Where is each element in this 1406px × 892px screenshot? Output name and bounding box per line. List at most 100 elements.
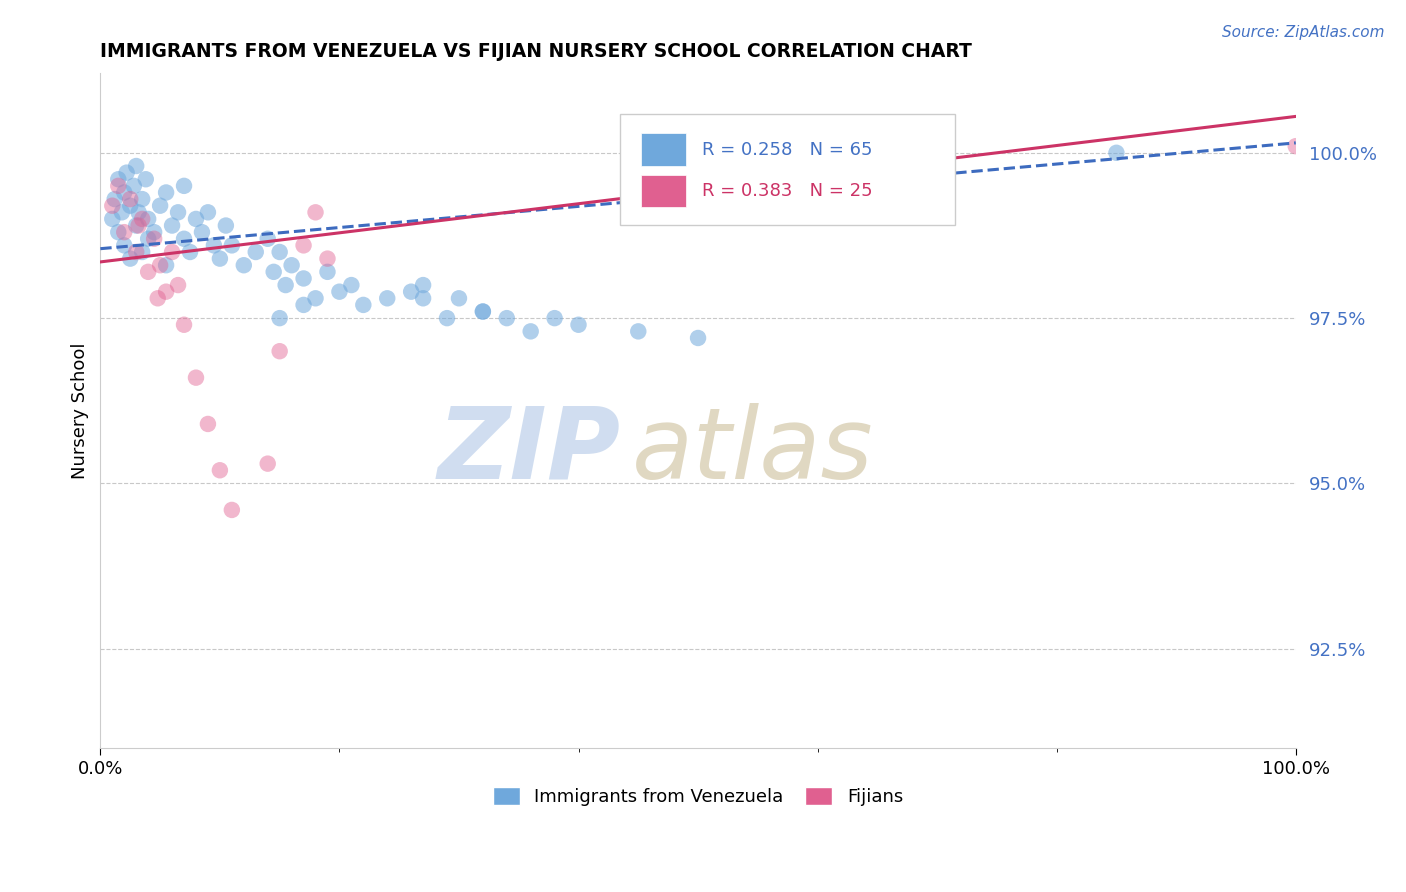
Point [173, 232, 195, 246]
Point [471, 304, 494, 318]
Point [128, 205, 150, 219]
Point [567, 318, 589, 332]
Point [112, 225, 135, 239]
Text: Source: ZipAtlas.com: Source: ZipAtlas.com [1222, 25, 1385, 40]
Point [131, 192, 153, 206]
Point [316, 252, 339, 266]
Text: R = 0.258   N = 65: R = 0.258 N = 65 [702, 141, 872, 159]
Point [115, 166, 138, 180]
Text: IMMIGRANTS FROM VENEZUELA VS FIJIAN NURSERY SCHOOL CORRELATION CHART: IMMIGRANTS FROM VENEZUELA VS FIJIAN NURS… [100, 42, 972, 61]
Point [197, 417, 219, 431]
Point [215, 219, 238, 233]
Point [135, 172, 157, 186]
Point [173, 178, 195, 193]
Point [101, 199, 124, 213]
Point [107, 172, 129, 186]
Point [155, 285, 177, 299]
Point [155, 258, 177, 272]
Point [101, 211, 124, 226]
FancyBboxPatch shape [620, 114, 955, 225]
Point [107, 225, 129, 239]
Point [149, 258, 172, 272]
Point [125, 245, 148, 260]
Point [107, 178, 129, 193]
Point [412, 278, 434, 293]
Text: R = 0.383   N = 25: R = 0.383 N = 25 [702, 182, 872, 200]
Point [120, 199, 142, 213]
Text: ZIP: ZIP [437, 402, 620, 500]
Point [131, 211, 153, 226]
Point [292, 271, 315, 285]
Point [256, 457, 278, 471]
Point [375, 291, 398, 305]
Point [471, 304, 494, 318]
Point [160, 245, 183, 260]
Point [122, 178, 145, 193]
FancyBboxPatch shape [641, 175, 686, 207]
Point [328, 285, 350, 299]
Point [269, 311, 291, 326]
Point [149, 199, 172, 213]
Point [104, 192, 127, 206]
Point [340, 278, 363, 293]
Point [543, 311, 565, 326]
Y-axis label: Nursery School: Nursery School [72, 343, 89, 479]
Point [167, 278, 190, 293]
Point [208, 463, 231, 477]
Point [131, 245, 153, 260]
Point [155, 186, 177, 200]
Point [495, 311, 517, 326]
Point [128, 219, 150, 233]
Point [143, 225, 166, 239]
Point [136, 211, 159, 226]
Point [280, 258, 302, 272]
Point [269, 245, 291, 260]
Point [184, 211, 207, 226]
Point [136, 265, 159, 279]
Point [184, 370, 207, 384]
Point [1285, 139, 1308, 153]
Legend: Immigrants from Venezuela, Fijians: Immigrants from Venezuela, Fijians [485, 780, 910, 814]
Point [304, 291, 326, 305]
Point [111, 205, 134, 219]
Point [112, 186, 135, 200]
Point [146, 291, 169, 305]
Point [191, 225, 214, 239]
Point [120, 192, 142, 206]
Point [304, 205, 326, 219]
Text: atlas: atlas [633, 402, 875, 500]
Point [208, 252, 231, 266]
Point [412, 291, 434, 305]
Point [232, 258, 254, 272]
Point [627, 324, 650, 338]
Point [292, 298, 315, 312]
Point [352, 298, 374, 312]
Point [1105, 145, 1128, 160]
Point [125, 159, 148, 173]
Point [245, 245, 267, 260]
Point [120, 252, 142, 266]
Point [221, 503, 243, 517]
Point [263, 265, 285, 279]
Point [447, 291, 470, 305]
Point [256, 232, 278, 246]
Point [136, 232, 159, 246]
Point [143, 232, 166, 246]
Point [269, 344, 291, 359]
Point [686, 331, 709, 345]
Point [160, 219, 183, 233]
Point [436, 311, 458, 326]
Point [399, 285, 422, 299]
FancyBboxPatch shape [641, 134, 686, 166]
Point [292, 238, 315, 252]
Point [197, 205, 219, 219]
Point [179, 245, 201, 260]
Point [221, 238, 243, 252]
Point [202, 238, 225, 252]
Point [274, 278, 297, 293]
Point [167, 205, 190, 219]
Point [112, 238, 135, 252]
Point [316, 265, 339, 279]
Point [519, 324, 541, 338]
Point [125, 219, 148, 233]
